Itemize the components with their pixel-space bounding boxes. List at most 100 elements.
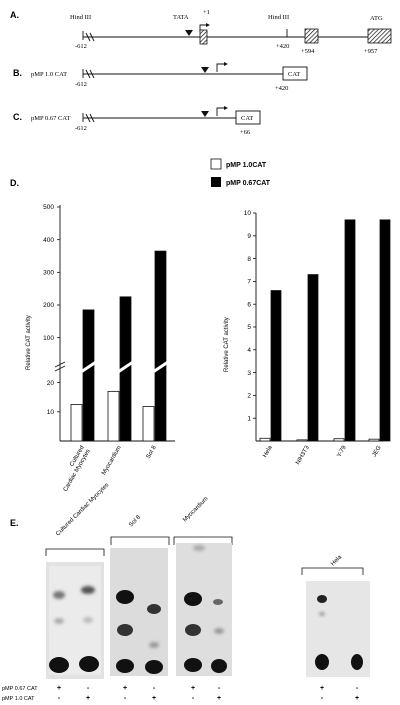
group-label-hela: Hela [330, 554, 343, 567]
panel-a: A. Hind III -612 TATA +1 Hind III +420 +… [10, 9, 392, 55]
tlc-plate-hela [306, 581, 370, 677]
construct-c-label: pMP 0.67 CAT [31, 115, 70, 122]
axis-break-icon [54, 361, 66, 368]
panel-d-letter: D. [10, 178, 19, 188]
bar-break-mark [152, 360, 169, 374]
panel-a-letter: A. [10, 10, 19, 20]
pos-957-a: +957 [364, 48, 378, 55]
sign-cell: - [153, 685, 156, 692]
panel-c-letter: C. [13, 112, 22, 122]
bar-left-s2 [154, 250, 167, 442]
group-label-sol8: Sol 8 [128, 514, 142, 528]
cat-box-b-label: CAT [288, 71, 300, 78]
left-ytick-label: 100 [43, 335, 54, 342]
sign-cell: - [58, 695, 61, 702]
sign-cell: - [87, 685, 90, 692]
chart-left: Relative CAT activity 10 20 100 200 300 400 50… [26, 204, 175, 493]
sign-cell: + [86, 695, 90, 702]
pos-m612-b: -612 [75, 81, 87, 88]
pos-end-b: +420 [275, 85, 288, 92]
tata-marker-c-icon [201, 111, 209, 117]
right-ytick-label: 8 [247, 256, 251, 263]
sign-cell: + [57, 685, 61, 692]
bar-right-s1 [296, 439, 308, 442]
sign-cell: - [321, 695, 324, 702]
panel-e: E. Cultured Cardiac Myocytes Sol 8 Myoca… [2, 482, 370, 702]
right-ytick-label: 1 [247, 415, 251, 422]
sign-cell: + [152, 695, 156, 702]
tss-arrow-b-icon [216, 63, 224, 72]
pos-end-c: +66 [240, 129, 251, 136]
hind3-left-label: Hind III [70, 14, 91, 21]
left-xtick-label: Myocardium [101, 445, 123, 476]
right-xtick-label: JEG [372, 445, 383, 458]
right-ytick-label: 7 [247, 279, 251, 286]
exon2-box [304, 28, 319, 44]
exon1-box [199, 29, 208, 45]
right-ytick-label: 4 [247, 347, 251, 354]
sign-cell: - [192, 695, 195, 702]
bar-right-s1 [259, 437, 271, 442]
sign-cell: - [218, 685, 221, 692]
group-label-myocardium: Myocardium [182, 496, 209, 523]
atg-label: ATG [370, 15, 383, 22]
left-ytick-label: 500 [43, 204, 54, 211]
tlc-plate-sol8 [110, 548, 168, 676]
chart-right: Relative CAT activity 1 2 3 4 5 6 7 8 9 10 Hela NI… [224, 210, 391, 466]
panel-e-letter: E. [10, 518, 19, 528]
right-ytick-label: 10 [244, 210, 252, 217]
bar-break-mark [117, 360, 134, 374]
left-xtick-label: CulturedCardiac Myocytes [57, 445, 92, 493]
legend-label-2: pMP 0.67CAT [226, 180, 271, 187]
panel-b: B. pMP 1.0 CAT -612 CAT +420 [13, 62, 308, 92]
tlc-plate-cultured [46, 562, 104, 679]
tata-marker-b-icon [201, 67, 209, 73]
bar-left-s1 [142, 406, 155, 442]
cat-box-b [282, 66, 308, 81]
bar-right-s1 [333, 438, 345, 442]
bracket-cultured [45, 548, 105, 556]
sign-cell: + [355, 695, 359, 702]
sign-cell: + [320, 685, 324, 692]
row-label-067: pMP 0.67 CAT [2, 686, 38, 692]
legend-label-1: pMP 1.0CAT [226, 162, 267, 169]
right-ytick-label: 3 [247, 370, 251, 377]
construct-b-label: pMP 1.0 CAT [31, 71, 67, 78]
bar-left-s2 [82, 309, 95, 442]
bar-break-mark [80, 360, 97, 374]
right-ytick-label: 5 [247, 324, 251, 331]
sign-cell: - [124, 695, 127, 702]
panel-c: C. pMP 0.67 CAT -612 CAT +66 [13, 106, 261, 136]
bar-left-s1 [107, 390, 120, 442]
right-ytick-label: 6 [247, 301, 251, 308]
tata-marker-icon [185, 30, 193, 36]
sign-cell: - [356, 685, 359, 692]
tata-label: TATA [173, 14, 189, 21]
right-xtick-label: Hela [262, 444, 274, 458]
row-label-10: pMP 1.0 CAT [2, 696, 35, 702]
pos-m612-c: -612 [75, 125, 87, 132]
bracket-hela [301, 567, 364, 575]
bar-left-s1 [70, 404, 83, 442]
sign-cell: + [217, 695, 221, 702]
sign-cell: + [123, 685, 127, 692]
bracket-myocardium [173, 536, 233, 545]
right-ytick-label: 9 [247, 233, 251, 240]
left-ytick-label: 300 [43, 270, 54, 277]
bar-right-s2 [379, 219, 391, 442]
panel-b-letter: B. [13, 68, 22, 78]
legend-swatch-1 [210, 158, 222, 170]
tlc-plate-myocardium [176, 543, 232, 676]
bar-right-s2 [307, 274, 319, 442]
pos-420-a: +420 [276, 43, 289, 50]
pos-594-a: +594 [301, 48, 315, 55]
tss-arrow-c-icon [216, 107, 224, 116]
left-xtick-label: Sol 8 [146, 444, 158, 459]
bar-right-s2 [344, 219, 356, 442]
left-ylabel: Relative CAT activity [26, 315, 32, 370]
sign-cell: + [191, 685, 195, 692]
atg-exon-box [367, 28, 392, 44]
right-ytick-label: 2 [247, 393, 251, 400]
left-ytick-label: 200 [43, 302, 54, 309]
